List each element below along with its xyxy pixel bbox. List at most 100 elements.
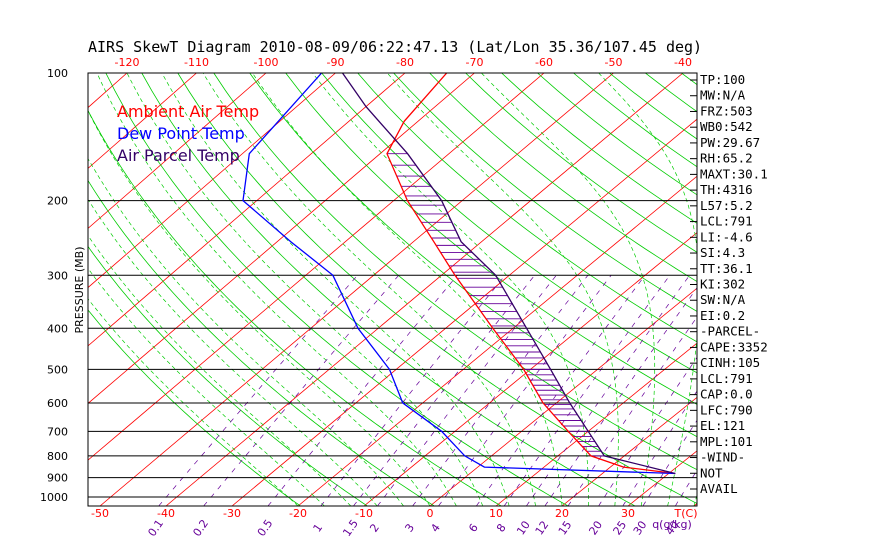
bottom-temp-tick-label: 30: [621, 507, 635, 520]
bottom-temp-tick-label: -20: [289, 507, 307, 520]
stat-item: LFC:790: [700, 402, 753, 417]
dry-adiabat-line: [861, 73, 870, 506]
pressure-tick-label: 200: [47, 195, 68, 208]
stat-item: TH:4316: [700, 182, 753, 197]
mixing-ratio-label: 3: [402, 521, 417, 534]
stat-item: -WIND-: [700, 450, 745, 465]
stat-item: CAP:0.0: [700, 387, 753, 402]
pressure-tick-label: 900: [47, 472, 68, 485]
mixing-ratio-label: 6: [466, 521, 481, 534]
stat-item: AVAIL: [700, 481, 738, 496]
mixing-ratio-line: [353, 275, 535, 506]
dry-adiabat-line: [249, 73, 697, 438]
stat-item: RH:65.2: [700, 151, 753, 166]
isotherm-line: [826, 73, 870, 506]
mixing-ratio-label: 8: [494, 521, 509, 534]
plot-frame: [87, 72, 698, 507]
dry-adiabat-line: [88, 309, 301, 506]
mixing-ratio-line: [320, 275, 506, 506]
mixing-ratio-line: [567, 316, 697, 506]
top-temp-tick-label: -100: [254, 56, 279, 69]
mixing-ratio-label: 1.5: [340, 517, 361, 539]
isotherm-line: [760, 73, 870, 506]
dry-adiabat-line: [357, 73, 697, 343]
mixing-ratio-label: 30: [631, 519, 650, 538]
pressure-tick-label: 100: [47, 67, 68, 80]
legend-item-parcel: Air Parcel Temp: [117, 146, 240, 165]
moist-adiabat-line: [88, 298, 299, 506]
bottom-temp-tick-label: 0: [427, 507, 434, 520]
mixing-ratio-label: 10: [514, 519, 533, 538]
stat-item: EL:121: [700, 418, 745, 433]
stat-item: TT:36.1: [700, 261, 753, 276]
mixing-ratio-label: 20: [586, 519, 605, 538]
stat-item: LI:-4.6: [700, 229, 753, 244]
bottom-temp-tick-label: 10: [489, 507, 503, 520]
stat-item: MAXT:30.1: [700, 166, 768, 181]
top-temp-tick-label: -120: [115, 56, 140, 69]
dry-adiabat-line: [141, 73, 636, 506]
mixing-ratio-line: [544, 287, 697, 506]
stat-item: CINH:105: [700, 355, 760, 370]
mixing-ratio-label: 0.1: [145, 517, 166, 539]
dry-adiabat-line: [177, 73, 697, 504]
bottom-temp-tick-label: -30: [223, 507, 241, 520]
chart-title: AIRS SkewT Diagram 2010-08-09/06:22:47.1…: [88, 38, 702, 56]
isotherm-line: [429, 287, 697, 506]
legend-item-ambient: Ambient Air Temp: [117, 102, 259, 121]
dry-adiabat-line: [105, 73, 569, 506]
dry-adiabat-line: [88, 109, 502, 506]
stat-item: SW:N/A: [700, 292, 746, 307]
stats-panel: TP:100MW:N/AFRZ:503WB0:542PW:29.67RH:65.…: [690, 72, 768, 496]
isotherm-line: [561, 396, 697, 506]
top-temp-tick-label: -60: [535, 56, 553, 69]
pressure-tick-label: 300: [47, 269, 68, 282]
mixing-ratio-label: 15: [556, 519, 575, 538]
y-axis-label: PRESSURE (MB): [73, 247, 86, 334]
stat-item: NOT: [700, 465, 723, 480]
mixing-ratio-line: [476, 275, 646, 506]
mixing-ratio-label: 0.5: [255, 517, 276, 539]
mixing-ratio-line: [267, 275, 458, 506]
mixing-ratio-label: 0.2: [190, 517, 211, 539]
isotherm-line: [99, 73, 614, 506]
mixing-ratio-line: [438, 275, 612, 506]
isotherm-line: [88, 73, 545, 461]
isotherm-line: [88, 73, 475, 404]
isotherm-line: [88, 73, 406, 347]
stat-item: -PARCEL-: [700, 324, 760, 339]
top-temp-tick-label: -50: [605, 56, 623, 69]
stat-item: SI:4.3: [700, 245, 745, 260]
stat-item: LCL:791: [700, 371, 753, 386]
mixing-ratio-line: [203, 275, 399, 506]
dew-point-temp-line: [242, 73, 676, 475]
moist-adiabat-line: [88, 198, 378, 506]
dry-adiabat-line: [429, 73, 697, 283]
dry-adiabat-line: [789, 73, 870, 506]
dry-adiabat-line: [393, 73, 697, 312]
dry-adiabat-line: [285, 73, 697, 405]
bottom-temp-tick-label: -10: [355, 507, 373, 520]
isotherm-line: [88, 73, 267, 229]
moist-adiabat-line: [88, 267, 325, 506]
top-temp-tick-label: -110: [184, 56, 209, 69]
isotherm-line: [88, 73, 336, 289]
mixing-ratio-line: [503, 275, 671, 506]
dry-adiabat-line: [753, 73, 870, 506]
isotherm-line: [88, 73, 197, 169]
pressure-tick-label: 800: [47, 450, 68, 463]
ambient-air-temp-line: [386, 73, 676, 475]
isotherm-line: [297, 175, 697, 506]
dry-adiabat-line: [88, 179, 435, 506]
dry-adiabat-line: [501, 73, 697, 224]
stat-item: MW:N/A: [700, 88, 746, 103]
stat-item: PW:29.67: [700, 135, 760, 150]
isotherm-line: [495, 342, 697, 506]
dry-adiabat-line: [88, 245, 368, 506]
air-parcel-temp-line: [341, 73, 676, 475]
isotherm-line: [231, 118, 697, 506]
moist-adiabat-line: [88, 157, 404, 506]
pressure-tick-label: 400: [47, 322, 68, 335]
legend: Ambient Air Temp Dew Point Temp Air Parc…: [117, 102, 259, 165]
